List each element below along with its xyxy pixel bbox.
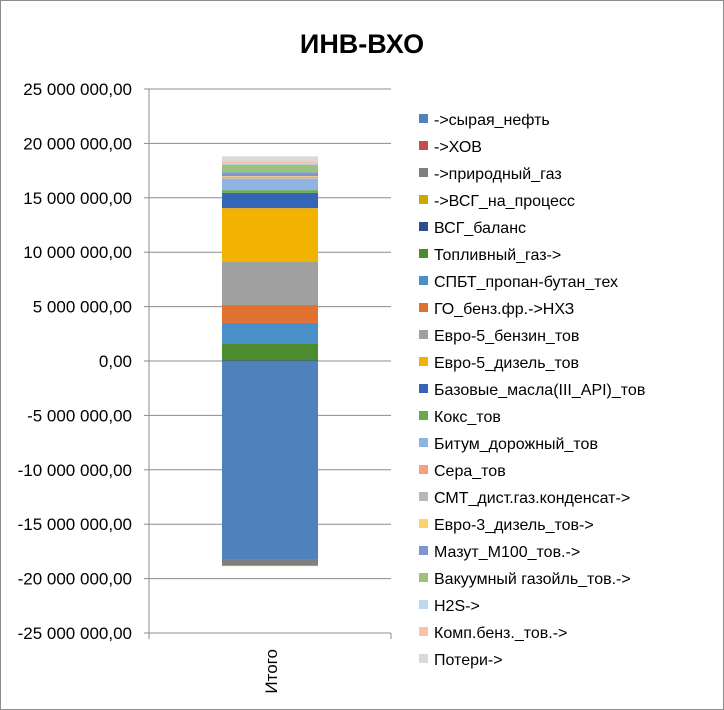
bar-segment-6: [222, 322, 318, 344]
y-tick-label: 20 000 000,00: [23, 134, 132, 153]
legend-label: H2S->: [434, 598, 480, 615]
y-tick-label: -10 000 000,00: [18, 461, 132, 480]
legend-swatch: [419, 465, 428, 474]
bar-segment-8: [222, 261, 318, 305]
legend-swatch: [419, 519, 428, 528]
legend-label: ->ВСГ_на_процесс: [434, 193, 575, 210]
bar-segment-2: [222, 559, 318, 565]
legend-swatch: [419, 330, 428, 339]
legend-swatch: [419, 492, 428, 501]
legend-swatch: [419, 411, 428, 420]
legend-swatch: [419, 438, 428, 447]
legend-label: Комп.бенз._тов.->: [434, 625, 567, 642]
legend-swatch: [419, 222, 428, 231]
legend-label: Мазут_М100_тов.->: [434, 544, 580, 561]
legend-swatch: [419, 303, 428, 312]
bar-segment-14: [222, 176, 318, 179]
legend-label: Евро-5_бензин_тов: [434, 328, 579, 345]
y-tick-label: 25 000 000,00: [23, 80, 132, 99]
legend-label: СМТ_дист.газ.конденсат->: [434, 490, 630, 507]
legend-label: ВСГ_баланс: [434, 220, 526, 237]
bar-segment-5: [222, 343, 318, 361]
bar-segment-1: [222, 559, 318, 560]
legend-swatch: [419, 141, 428, 150]
legend-swatch: [419, 600, 428, 609]
bar-segment-20: [222, 156, 318, 162]
legend-swatch: [419, 249, 428, 258]
legend-label: Вакуумный газойль_тов.->: [434, 571, 631, 588]
legend-swatch: [419, 114, 428, 123]
legend-swatch: [419, 384, 428, 393]
bar-segment-0: [222, 361, 318, 560]
bar-segment-15: [222, 176, 318, 177]
legend: ->сырая_нефть ->ХОВ ->природный_газ ->ВСГ_н…: [419, 112, 645, 669]
bar-segment-3: [222, 565, 318, 567]
bar-segment-7: [222, 304, 318, 323]
y-tick-label: -15 000 000,00: [18, 515, 132, 534]
legend-label: Топливный_газ->: [434, 247, 561, 264]
y-axis: 25 000 000,00 20 000 000,00 15 000 000,00 1…: [18, 80, 392, 643]
legend-swatch: [419, 546, 428, 555]
y-tick-label: -25 000 000,00: [18, 624, 132, 643]
legend-label: Сера_тов: [434, 463, 506, 480]
chart-title: ИНВ-ВХО: [300, 29, 424, 59]
legend-label: Евро-3_дизель_тов->: [434, 517, 594, 534]
bar-segment-12: [222, 178, 318, 191]
legend-label: СПБТ_пропан-бутан_тех: [434, 274, 618, 291]
bar-stack: [222, 156, 318, 567]
bar-segment-16: [222, 172, 318, 177]
legend-label: Потери->: [434, 652, 503, 669]
bar-segment-9: [222, 208, 318, 262]
legend-swatch: [419, 627, 428, 636]
legend-label: ГО_бенз.фр.->НХЗ: [434, 301, 574, 318]
legend-swatch: [419, 573, 428, 582]
x-axis: Итого: [262, 649, 281, 694]
legend-label: ->природный_газ: [434, 166, 562, 183]
y-tick-label: 15 000 000,00: [23, 189, 132, 208]
y-tick-label: -20 000 000,00: [18, 570, 132, 589]
legend-label: Битум_дорожный_тов: [434, 436, 598, 453]
bar-segment-4: [222, 360, 318, 361]
legend-label: ->сырая_нефть: [434, 112, 550, 129]
legend-label: ->ХОВ: [434, 139, 482, 156]
y-tick-label: -5 000 000,00: [27, 406, 132, 425]
legend-swatch: [419, 276, 428, 285]
legend-swatch: [419, 357, 428, 366]
bar-segment-19: [222, 161, 318, 164]
bar-segment-10: [222, 192, 318, 209]
y-tick-label: 5 000 000,00: [33, 298, 132, 317]
bar-segment-18: [222, 163, 318, 165]
bar-segment-11: [222, 190, 318, 193]
x-category-label: Итого: [262, 649, 281, 694]
bar-segment-17: [222, 164, 318, 173]
y-tick-label: 0,00: [99, 352, 132, 371]
bar-segment-13: [222, 178, 318, 179]
legend-label: Евро-5_дизель_тов: [434, 355, 579, 372]
y-tick-label: 10 000 000,00: [23, 243, 132, 262]
legend-label: Кокс_тов: [434, 409, 501, 426]
legend-swatch: [419, 168, 428, 177]
legend-swatch: [419, 195, 428, 204]
legend-label: Базовые_масла(III_API)_тов: [434, 382, 645, 399]
legend-swatch: [419, 654, 428, 663]
